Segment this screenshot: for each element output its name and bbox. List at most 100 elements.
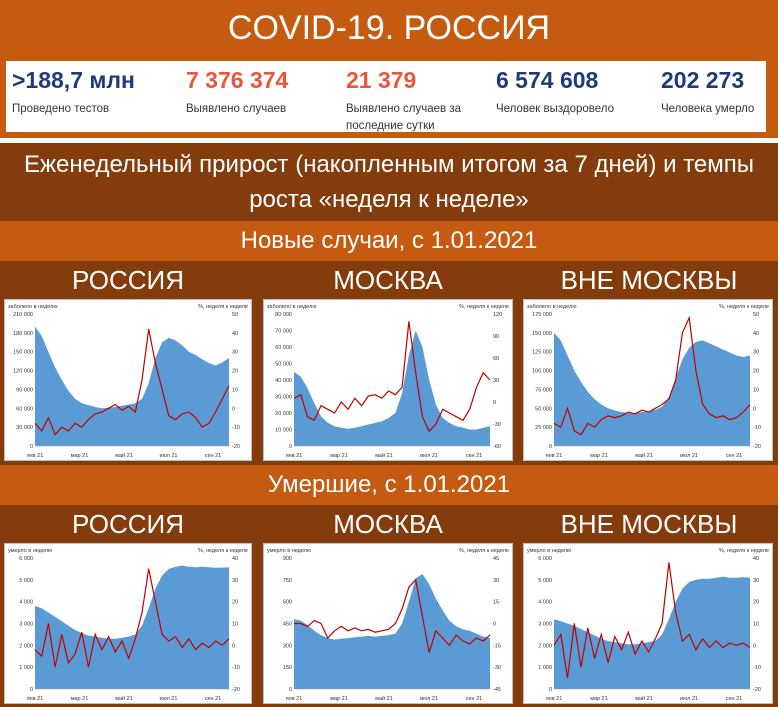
x-tick: июл 21 <box>160 696 178 702</box>
y-left-tick: 900 <box>283 556 292 562</box>
x-tick: май 21 <box>375 452 393 459</box>
y-left-tick: 0 <box>549 444 552 450</box>
x-tick: май 21 <box>635 452 653 459</box>
right-axis-label: %, неделя к неделе <box>719 304 769 310</box>
y-right-tick: -20 <box>753 687 761 693</box>
y-right-tick: 40 <box>232 556 238 562</box>
growth-rate-line <box>34 328 230 436</box>
y-right-tick: -20 <box>753 444 761 450</box>
section-title-deaths: Умершие, с 1.01.2021 <box>0 465 778 505</box>
x-tick: мар 21 <box>71 453 89 459</box>
y-left-tick: 4 000 <box>538 600 552 606</box>
x-tick: янв 21 <box>546 453 563 459</box>
stat-value: 202 273 <box>661 67 745 93</box>
y-left-tick: 0 <box>289 444 292 450</box>
y-left-tick: 2 000 <box>19 643 33 649</box>
stat-label: Проведено тестов <box>12 103 110 115</box>
y-left-tick: 0 <box>30 687 33 693</box>
y-right-tick: 10 <box>232 622 238 628</box>
y-left-tick: 3 000 <box>538 622 552 628</box>
x-tick: июл 21 <box>420 453 438 459</box>
y-left-tick: 70 000 <box>275 329 292 335</box>
y-left-tick: 100 000 <box>532 369 552 375</box>
x-tick: май 21 <box>115 695 133 702</box>
y-right-tick: -20 <box>232 444 240 450</box>
y-right-tick: -30 <box>493 422 501 428</box>
y-right-tick: 15 <box>493 600 499 606</box>
right-axis-label: %, неделя к неделе <box>459 304 509 310</box>
growth-rate-line <box>294 578 491 653</box>
y-right-tick: 0 <box>753 406 756 412</box>
growth-rate-line <box>34 568 230 668</box>
y-right-tick: 40 <box>232 331 238 337</box>
x-tick: янв 21 <box>286 696 303 702</box>
right-axis-label: %, неделя к неделе <box>459 548 509 554</box>
chart-deaths-russia: умерло в неделю %, неделя к неделе 0 1 000 2… <box>4 543 252 704</box>
y-right-tick: -15 <box>493 643 501 649</box>
y-left-tick: 150 <box>283 665 292 671</box>
x-tick: мар 21 <box>330 453 348 459</box>
y-right-tick: 0 <box>493 622 496 628</box>
x-tick: сен 21 <box>726 453 743 459</box>
growth-rate-line <box>293 321 491 433</box>
region-header-moscow: МОСКВА <box>260 505 516 543</box>
stat-value: 21 379 <box>346 67 417 93</box>
x-tick: сен 21 <box>205 453 222 459</box>
y-right-tick: 0 <box>753 643 756 649</box>
y-left-tick: 150 000 <box>532 331 552 337</box>
y-right-tick: 0 <box>493 400 496 406</box>
y-left-tick: 180 000 <box>13 331 33 337</box>
area-series <box>554 576 750 689</box>
x-tick: май 21 <box>375 695 393 702</box>
stat-tests: >188,7 млн Проведено тестов <box>12 61 182 132</box>
y-right-tick: 30 <box>493 578 499 584</box>
x-tick: июл 21 <box>160 453 178 459</box>
y-right-tick: 20 <box>232 369 238 375</box>
stat-value: >188,7 млн <box>12 67 135 93</box>
y-right-tick: 120 <box>493 312 502 318</box>
y-right-tick: 20 <box>232 600 238 606</box>
y-left-tick: 25 000 <box>535 425 552 431</box>
stat-value: 6 574 608 <box>496 67 599 93</box>
left-axis-label: заболело в неделю <box>267 304 316 310</box>
y-left-tick: 5 000 <box>19 578 33 584</box>
stat-new-cases: 21 379 Выявлено случаев за последние сут… <box>346 61 481 132</box>
y-left-tick: 75 000 <box>535 387 552 393</box>
area-series <box>554 332 750 446</box>
y-left-tick: 120 000 <box>13 369 33 375</box>
y-right-tick: 90 <box>493 334 499 340</box>
x-tick: май 21 <box>115 452 133 459</box>
x-tick: мар 21 <box>590 453 608 459</box>
stat-label: Выявлено случаев <box>186 103 287 115</box>
y-left-tick: 30 000 <box>16 425 33 431</box>
growth-rate-line <box>553 562 751 679</box>
y-left-tick: 20 000 <box>275 411 292 417</box>
x-tick: сен 21 <box>205 696 222 702</box>
y-right-tick: 30 <box>232 350 238 356</box>
chart-cases-russia: заболело в неделю %, неделя к неделе 0 30 0… <box>4 299 252 461</box>
stat-cases: 7 376 374 Выявлено случаев <box>186 61 336 132</box>
stat-value: 7 376 374 <box>186 67 289 93</box>
y-right-tick: 50 <box>232 312 238 318</box>
x-tick: июл 21 <box>420 696 438 702</box>
left-axis-label: умерло в неделю <box>267 548 311 554</box>
region-header-outside: ВНЕ МОСКВЫ <box>520 261 778 299</box>
left-axis-label: умерло в неделю <box>527 548 571 554</box>
chart-cases-moscow: заболело в неделю %, неделя к неделе 0 10 0… <box>263 299 513 461</box>
y-left-tick: 6 000 <box>19 556 33 562</box>
region-header-russia: РОССИЯ <box>0 505 256 543</box>
x-tick: июл 21 <box>680 453 698 459</box>
section-title-cases: Новые случаи, с 1.01.2021 <box>0 221 778 261</box>
y-left-tick: 5 000 <box>538 578 552 584</box>
y-left-tick: 50 000 <box>275 362 292 368</box>
y-left-tick: 600 <box>283 600 292 606</box>
y-left-tick: 50 000 <box>535 406 552 412</box>
x-tick: сен 21 <box>466 696 483 702</box>
y-left-tick: 4 000 <box>19 600 33 606</box>
y-right-tick: -60 <box>493 444 501 450</box>
y-right-tick: -10 <box>753 425 761 431</box>
area-series <box>35 565 229 689</box>
stat-label: Человек выздоровело <box>496 103 615 115</box>
x-tick: мар 21 <box>590 696 608 702</box>
y-left-tick: 90 000 <box>16 387 33 393</box>
